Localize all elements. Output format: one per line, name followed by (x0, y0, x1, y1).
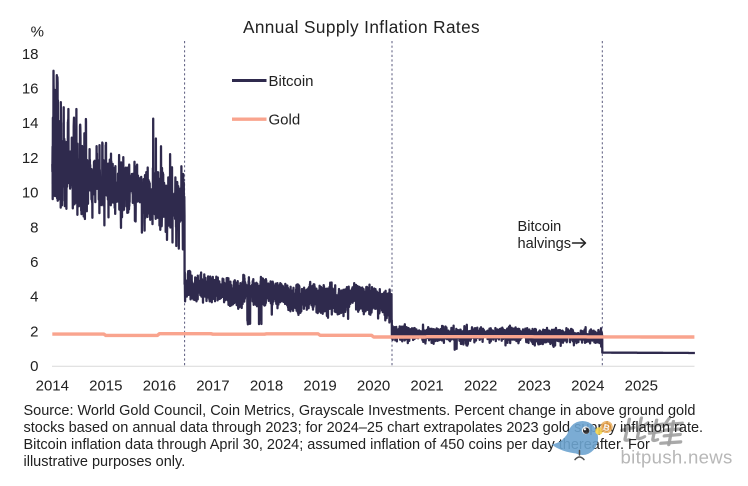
svg-text:10: 10 (22, 185, 39, 202)
svg-text:2014: 2014 (36, 378, 69, 395)
svg-text:halvings: halvings (518, 236, 572, 252)
svg-text:16: 16 (22, 81, 39, 98)
svg-text:2022: 2022 (464, 378, 497, 395)
svg-text:Bitcoin: Bitcoin (269, 73, 314, 90)
svg-text:6: 6 (30, 254, 38, 271)
svg-text:2018: 2018 (250, 378, 283, 395)
svg-text:2024: 2024 (571, 378, 604, 395)
svg-text:stocks based on annual data th: stocks based on annual data through 2023… (24, 420, 704, 436)
svg-text:bitpush.news: bitpush.news (621, 447, 733, 468)
svg-text:Bitcoin inflation data through: Bitcoin inflation data through April 30,… (24, 437, 650, 453)
svg-text:4: 4 (30, 289, 38, 306)
svg-text:2017: 2017 (196, 378, 229, 395)
svg-text:illustrative purposes only.: illustrative purposes only. (24, 454, 186, 470)
svg-text:2016: 2016 (143, 378, 176, 395)
svg-text:2: 2 (30, 323, 38, 340)
svg-text:Annual Supply Inflation Rates: Annual Supply Inflation Rates (243, 17, 480, 37)
svg-text:8: 8 (30, 219, 38, 236)
svg-text:Gold: Gold (269, 112, 301, 129)
svg-text:2020: 2020 (357, 378, 390, 395)
svg-text:2021: 2021 (410, 378, 443, 395)
svg-text:B: B (602, 422, 611, 433)
svg-text:2015: 2015 (89, 378, 122, 395)
svg-text:2019: 2019 (303, 378, 336, 395)
svg-text:2023: 2023 (518, 378, 551, 395)
svg-text:%: % (31, 24, 44, 41)
svg-text:14: 14 (22, 115, 39, 132)
svg-text:12: 12 (22, 150, 39, 167)
svg-text:Bitcoin: Bitcoin (518, 219, 562, 235)
svg-text:0: 0 (30, 358, 38, 375)
svg-text:18: 18 (22, 46, 39, 63)
svg-text:Source: World Gold Council, Co: Source: World Gold Council, Coin Metrics… (24, 403, 696, 419)
svg-text:2025: 2025 (625, 378, 658, 395)
